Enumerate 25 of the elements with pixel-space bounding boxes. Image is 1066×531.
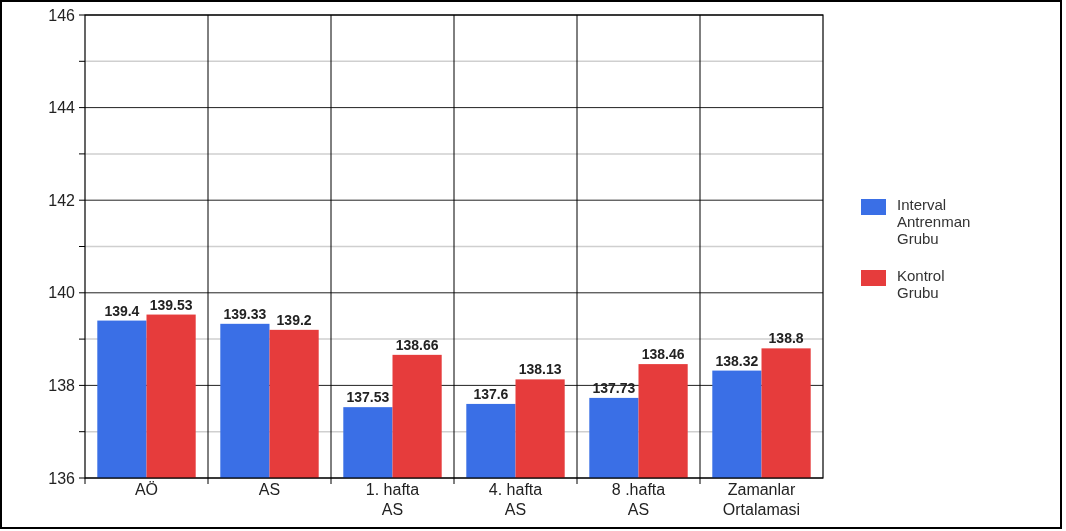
x-tick-label: 4. hafta AS	[488, 481, 543, 518]
x-tick-label: AS	[258, 481, 281, 498]
legend-label: Interval Antrenman Grubu	[897, 196, 971, 248]
y-tick-label: 146	[48, 6, 76, 24]
data-label: 138.66	[395, 336, 439, 353]
data-label: 137.6	[473, 385, 509, 402]
y-tick-label: 138	[48, 377, 76, 394]
y-tick-label: 142	[48, 191, 76, 209]
x-tick-label: 1. hafta AS	[365, 481, 420, 518]
data-label: 139.4	[104, 302, 140, 319]
data-label: 139.2	[276, 311, 312, 328]
data-label: 138.46	[641, 346, 685, 363]
x-tick-label: 8 .hafta AS	[611, 481, 666, 518]
legend-label: Kontrol Grubu	[897, 267, 945, 302]
data-label: 139.33	[223, 305, 267, 322]
data-label: 138.32	[715, 352, 759, 369]
data-label: 137.53	[346, 389, 390, 406]
y-tick-label: 136	[48, 469, 76, 487]
data-label: 138.13	[518, 361, 562, 378]
x-tick-label: AÖ	[134, 481, 159, 498]
y-tick-label: 140	[48, 284, 76, 302]
x-tick-label: Zamanlar Ortalamasi	[722, 481, 801, 518]
data-label: 138.8	[768, 330, 804, 347]
y-tick-label: 144	[48, 99, 76, 117]
data-label: 139.53	[149, 296, 193, 313]
